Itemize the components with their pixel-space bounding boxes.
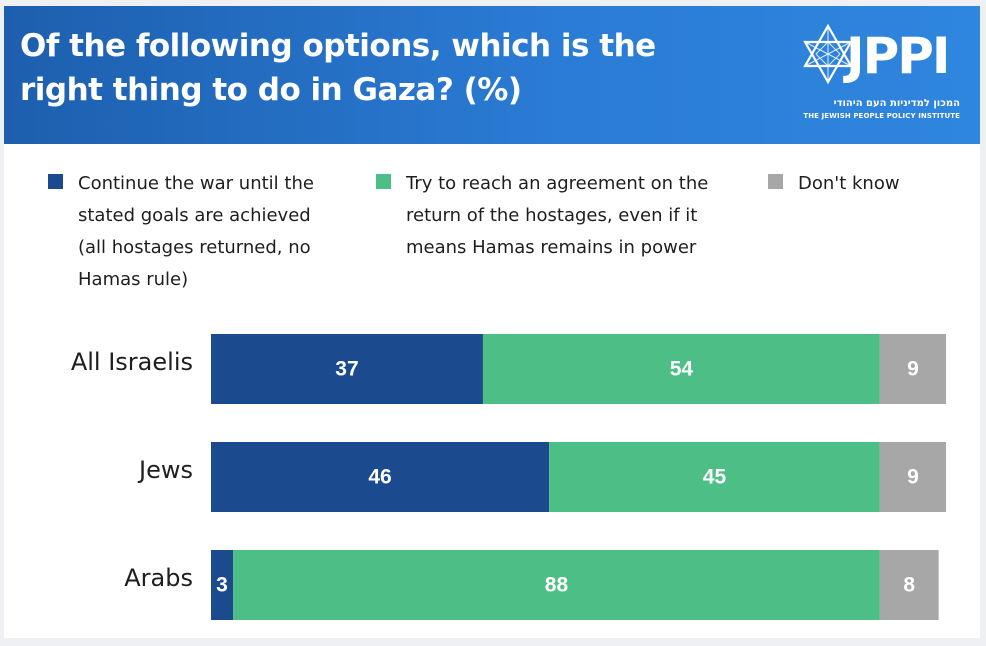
chart-title: Of the following options, which is the r…	[20, 28, 656, 108]
bar-all-israelis-agreement	[482, 334, 880, 404]
legend-label-agreement: Try to reach an agreement on the return …	[406, 173, 709, 258]
data-label-all-israelis-agreement: 54	[670, 358, 694, 381]
logo-hebrew-text: המכון למדיניות העם היהודי	[833, 98, 960, 109]
data-label-jews-continue-war: 46	[368, 466, 391, 489]
bar-all-israelis-dont-know	[879, 334, 946, 404]
star-of-david-icon	[803, 23, 853, 85]
data-label-arabs-agreement: 88	[545, 574, 569, 597]
legend-swatch-agreement	[376, 174, 391, 189]
bar-jews-continue-war	[211, 442, 550, 512]
data-label-arabs-dont-know: 8	[903, 574, 915, 597]
bar-jews-dont-know	[879, 442, 946, 512]
data-label-jews-dont-know: 9	[907, 466, 919, 489]
bar-arabs-dont-know	[879, 550, 939, 620]
category-label-jews: Jews	[137, 456, 193, 484]
data-label-all-israelis-dont-know: 9	[907, 358, 919, 381]
bar-all-israelis-continue-war	[211, 334, 483, 404]
data-label-arabs-continue-war: 3	[216, 574, 228, 597]
legend-swatch-continue-war	[48, 174, 63, 189]
chart-card: Of the following options, which is the r…	[4, 6, 980, 638]
legend-label-dont-know: Don't know	[798, 173, 900, 194]
bar-arabs-continue-war	[211, 550, 234, 620]
data-label-jews-agreement: 45	[703, 466, 727, 489]
data-label-all-israelis-continue-war: 37	[335, 358, 358, 381]
bar-jews-agreement	[549, 442, 880, 512]
logo-english-text: THE JEWISH PEOPLE POLICY INSTITUTE	[803, 112, 960, 120]
legend-swatch-dont-know	[768, 174, 783, 189]
bar-arabs-agreement	[233, 550, 880, 620]
jppi-logo: JPPI המכון למדיניות העם היהודי THE JEWIS…	[800, 22, 970, 130]
header-banner: Of the following options, which is the r…	[4, 6, 980, 144]
category-label-all-israelis: All Israelis	[71, 348, 193, 376]
category-label-arabs: Arabs	[124, 564, 193, 592]
logo-wordmark: JPPI	[846, 27, 950, 85]
legend-label-continue-war: Continue the war until the stated goals …	[78, 173, 314, 290]
